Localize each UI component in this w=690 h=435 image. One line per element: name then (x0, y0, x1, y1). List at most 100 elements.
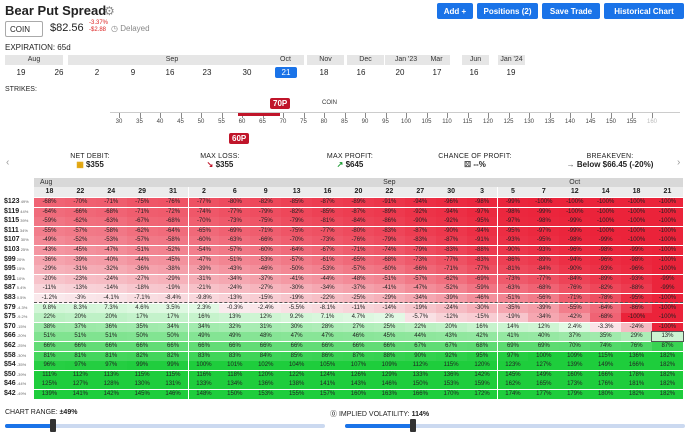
pl-cell[interactable]: -84% (528, 265, 560, 275)
pl-cell[interactable]: 66% (250, 342, 282, 351)
pl-cell[interactable]: 16% (188, 313, 220, 323)
pl-cell[interactable]: -1.2% (34, 294, 65, 303)
pl-cell[interactable]: -63% (497, 284, 529, 294)
expiration-date[interactable]: 17 (432, 68, 442, 77)
pl-cell[interactable]: -30% (466, 303, 498, 313)
pl-cell[interactable]: -91% (466, 236, 498, 246)
pl-cell[interactable]: 16% (466, 322, 498, 332)
pl-cell[interactable]: 67% (435, 342, 467, 351)
pl-cell[interactable]: -96% (621, 265, 652, 275)
pl-cell[interactable]: -87% (435, 236, 467, 246)
pl-cell[interactable]: -44% (312, 274, 343, 284)
pl-cell[interactable]: -90% (497, 246, 529, 255)
pl-cell[interactable]: -24% (621, 322, 652, 332)
add-button[interactable]: Add + (437, 3, 473, 19)
pl-cell[interactable]: -64% (157, 226, 189, 236)
pl-cell[interactable]: -79% (373, 236, 405, 246)
pl-cell[interactable]: -0.3% (219, 303, 251, 313)
pl-cell[interactable]: 27% (343, 322, 374, 332)
pl-cell[interactable]: 70% (559, 342, 591, 351)
pl-cell[interactable]: -100% (590, 226, 622, 236)
pl-cell[interactable]: 2.4% (559, 322, 591, 332)
strike-label[interactable]: 115 (462, 119, 473, 125)
pl-cell[interactable]: -98% (621, 255, 652, 265)
pl-cell[interactable]: -93% (590, 265, 622, 275)
pl-cell[interactable]: -5.7% (404, 313, 436, 323)
pl-cell[interactable]: 3.5% (157, 303, 189, 313)
pl-cell[interactable]: -36% (34, 255, 65, 265)
pl-cell[interactable]: -73% (312, 236, 343, 246)
pl-cell[interactable]: -99% (621, 246, 652, 255)
pl-cell[interactable]: -67% (126, 217, 158, 227)
strike-label[interactable]: 55 (218, 119, 225, 125)
pl-cell[interactable]: -38% (157, 265, 189, 275)
pl-cell[interactable]: 86% (312, 351, 343, 361)
pl-cell[interactable]: 122% (281, 370, 313, 380)
pl-cell[interactable]: 127% (64, 380, 96, 390)
strike-label[interactable]: 120 (482, 119, 493, 125)
pl-cell[interactable]: -39% (435, 294, 467, 303)
pl-cell[interactable]: 178% (621, 370, 652, 380)
pl-cell[interactable]: -68% (528, 284, 560, 294)
pl-cell[interactable]: -56% (528, 294, 560, 303)
pl-cell[interactable]: -95% (528, 236, 560, 246)
pl-cell[interactable]: 66% (157, 342, 189, 351)
pl-cell[interactable]: 37% (559, 332, 591, 342)
pl-cell[interactable]: 66% (373, 342, 405, 351)
pl-cell[interactable]: 28% (312, 322, 343, 332)
pl-cell[interactable]: -69% (219, 226, 251, 236)
pl-cell[interactable]: -77% (188, 198, 220, 207)
pl-cell[interactable]: 41% (497, 332, 529, 342)
pl-cell[interactable]: -57% (219, 246, 251, 255)
pl-cell[interactable]: 182% (621, 390, 652, 399)
pl-cell[interactable]: -19% (497, 313, 529, 323)
pl-cell[interactable]: 96% (34, 361, 65, 371)
pl-cell[interactable]: 160% (559, 370, 591, 380)
pl-cell[interactable]: 134% (219, 380, 251, 390)
pl-cell[interactable]: -29% (34, 265, 65, 275)
pl-cell[interactable]: -93% (528, 246, 560, 255)
pl-cell[interactable]: -100% (621, 226, 652, 236)
pl-cell[interactable]: 160% (343, 390, 374, 399)
pl-cell[interactable]: -64% (281, 246, 313, 255)
pl-cell[interactable]: -31% (188, 274, 220, 284)
pl-cell[interactable]: -89% (590, 274, 622, 284)
pl-cell[interactable]: 34% (157, 322, 189, 332)
strike-label[interactable]: 155 (626, 119, 637, 125)
pl-cell[interactable]: 7.3% (95, 303, 127, 313)
pl-cell[interactable]: -81% (497, 265, 529, 275)
pl-cell[interactable]: 20% (95, 313, 127, 323)
pl-cell[interactable]: -98% (528, 217, 560, 227)
pl-cell[interactable]: 145% (497, 370, 529, 380)
pl-cell[interactable]: 162% (497, 380, 529, 390)
pl-cell[interactable]: -82% (250, 198, 282, 207)
strike-label[interactable]: 35 (136, 119, 143, 125)
pl-cell[interactable]: 29% (621, 332, 652, 342)
pl-cell[interactable]: -68% (590, 313, 622, 323)
pl-cell[interactable]: -100% (590, 217, 622, 227)
pl-cell[interactable]: -95% (466, 217, 498, 227)
pl-cell[interactable]: 66% (34, 342, 65, 351)
pl-cell[interactable]: -65% (188, 226, 220, 236)
expiration-date[interactable]: 19 (506, 68, 516, 77)
pl-cell[interactable]: 66% (343, 342, 374, 351)
pl-cell[interactable]: -76% (559, 284, 591, 294)
pl-cell[interactable]: 36% (95, 322, 127, 332)
pl-cell[interactable]: 12% (528, 322, 560, 332)
pl-cell[interactable]: -96% (435, 198, 467, 207)
next-arrow-icon[interactable]: › (677, 157, 681, 168)
pl-cell[interactable]: -11% (343, 303, 374, 313)
pl-cell[interactable]: 120% (466, 361, 498, 371)
pl-cell[interactable]: -60% (188, 236, 220, 246)
pl-cell[interactable]: -3.3% (590, 322, 622, 332)
pl-cell[interactable]: -27% (250, 284, 282, 294)
expiration-date[interactable]: 30 (242, 68, 252, 77)
pl-cell[interactable]: -19% (157, 284, 189, 294)
pl-cell[interactable]: -34% (528, 313, 560, 323)
pl-cell[interactable]: 176% (590, 380, 622, 390)
pl-cell[interactable]: -79% (250, 207, 282, 217)
pl-cell[interactable]: -51% (219, 255, 251, 265)
strike-label[interactable]: 75 (300, 119, 307, 125)
pl-cell[interactable]: 139% (34, 390, 65, 399)
pl-cell[interactable]: 131% (157, 380, 189, 390)
